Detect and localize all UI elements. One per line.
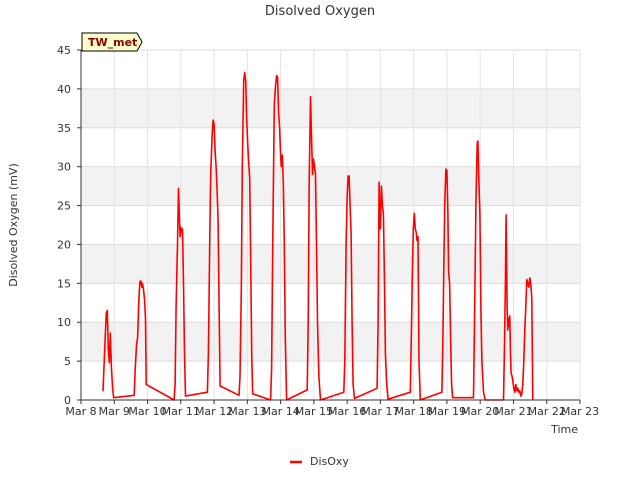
x-tick-label: Mar 19 — [428, 405, 466, 418]
series-line-disoxy — [102, 71, 534, 401]
grid-lines — [80, 49, 581, 401]
y-tick-label: 30 — [57, 161, 71, 174]
x-tick-label: Mar 23 — [561, 405, 599, 418]
y-tick-label: 5 — [64, 355, 71, 368]
station-badge-shape — [81, 32, 143, 52]
background-band — [81, 244, 580, 284]
x-tick-label: Mar 9 — [99, 405, 130, 418]
y-tick-label: 25 — [57, 200, 71, 213]
y-axis-ticks: 0 5 10 15 20 25 30 35 40 45 — [57, 44, 81, 407]
y-tick-label: 45 — [57, 44, 71, 57]
y-tick-label: 40 — [57, 83, 71, 96]
station-badge: TW_met — [81, 32, 143, 52]
y-tick-label: 15 — [57, 277, 71, 290]
x-tick-label: Mar 16 — [328, 405, 366, 418]
x-tick-label: Mar 17 — [361, 405, 399, 418]
legend-label: DisOxy — [310, 455, 349, 468]
background-band — [81, 322, 580, 362]
x-tick-label: Mar 12 — [195, 405, 233, 418]
x-tick-label: Mar 11 — [162, 405, 200, 418]
y-tick-label: 10 — [57, 316, 71, 329]
x-tick-label: Mar 13 — [228, 405, 266, 418]
x-tick-label: Mar 8 — [65, 405, 96, 418]
series-layer — [102, 71, 534, 401]
background-band — [81, 88, 580, 128]
legend: DisOxy — [290, 455, 349, 468]
x-axis-label: Time — [550, 423, 578, 436]
y-tick-label: 20 — [57, 238, 71, 251]
chart-title: Disolved Oxygen — [265, 4, 375, 19]
background-band — [81, 166, 580, 206]
y-axis-label: Disolved Oxygen (mV) — [7, 163, 20, 287]
x-tick-label: Mar 22 — [528, 405, 566, 418]
x-tick-label: Mar 15 — [295, 405, 333, 418]
station-badge-label: TW_met — [88, 36, 137, 49]
x-tick-label: Mar 10 — [128, 405, 166, 418]
y-tick-label: 35 — [57, 122, 71, 135]
plot-background — [81, 50, 580, 400]
x-tick-label: Mar 20 — [461, 405, 499, 418]
x-tick-label: Mar 14 — [261, 405, 299, 418]
y-tick-label: 0 — [64, 394, 71, 407]
x-tick-label: Mar 21 — [494, 405, 532, 418]
axes — [80, 50, 580, 401]
x-tick-label: Mar 18 — [395, 405, 433, 418]
